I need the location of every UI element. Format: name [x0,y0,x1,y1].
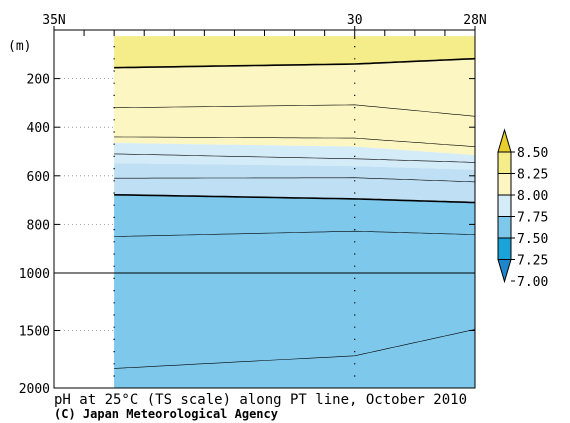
colorbar-label-1: 8.25 [517,168,548,183]
y-tick-label-4: 1000 [19,267,50,282]
colorbar-arrow-bottom [497,259,512,284]
contour-line-5 [114,194,476,204]
y-unit-label: (m) [8,39,31,54]
station-markers [113,46,356,388]
y-tick-label-5: 1500 [19,325,50,340]
y-tick-label-6: 2000 [19,382,50,397]
colorbar-label-6: 7.00 [517,275,548,290]
y-tick-label-2: 600 [27,170,50,185]
plot-axes: 35N 30 28N 200 400 600 800 1000 1500 2000 [19,13,487,397]
contour-line-3 [114,153,476,163]
colorbar-label-3: 7.75 [517,211,548,226]
colorbar-segment-1 [497,151,512,174]
colorbar-label-4: 7.50 [517,232,548,247]
y-tick-label-3: 800 [27,218,50,233]
fill-layer-0 [114,36,475,68]
chart-credit: (C) Japan Meteorological Agency [54,407,278,421]
colorbar-segment-3 [497,194,512,217]
contour-line-6 [114,230,476,237]
fill-layer-1 [114,58,475,156]
fill-layer-3 [114,163,475,203]
contour-lines [114,57,476,369]
colorbar-segment-5 [497,237,512,260]
colorbar-label-5: 7.25 [517,254,548,269]
y-tick-label-0: 200 [27,73,50,88]
y-tick-label-1: 400 [27,121,50,136]
contour-line-7 [114,329,476,369]
chart-title: pH at 25°C (TS scale) along PT line, Oct… [54,392,467,408]
top-axis-label-0: 35N [42,13,65,28]
contour-line-4 [114,177,476,183]
contour-line-2 [114,136,476,147]
colorbar-label-2: 8.00 [517,189,548,204]
contour-line-0 [114,57,476,69]
colorbar-segment-2 [497,173,512,196]
contour-fills [114,36,475,388]
colorbar-segment-4 [497,216,512,239]
contour-line-1 [114,104,476,117]
fill-layer-2 [114,143,475,170]
top-axis-label-2: 28N [463,13,486,28]
colorbar-label-0: 8.50 [517,146,548,161]
top-axis-label-1: 30 [347,13,363,28]
fill-layer-4 [114,194,475,388]
colorbar: 8.50 8.25 8.00 7.75 7.50 7.25 7.00 [497,128,548,290]
colorbar-arrow-top [497,128,512,153]
